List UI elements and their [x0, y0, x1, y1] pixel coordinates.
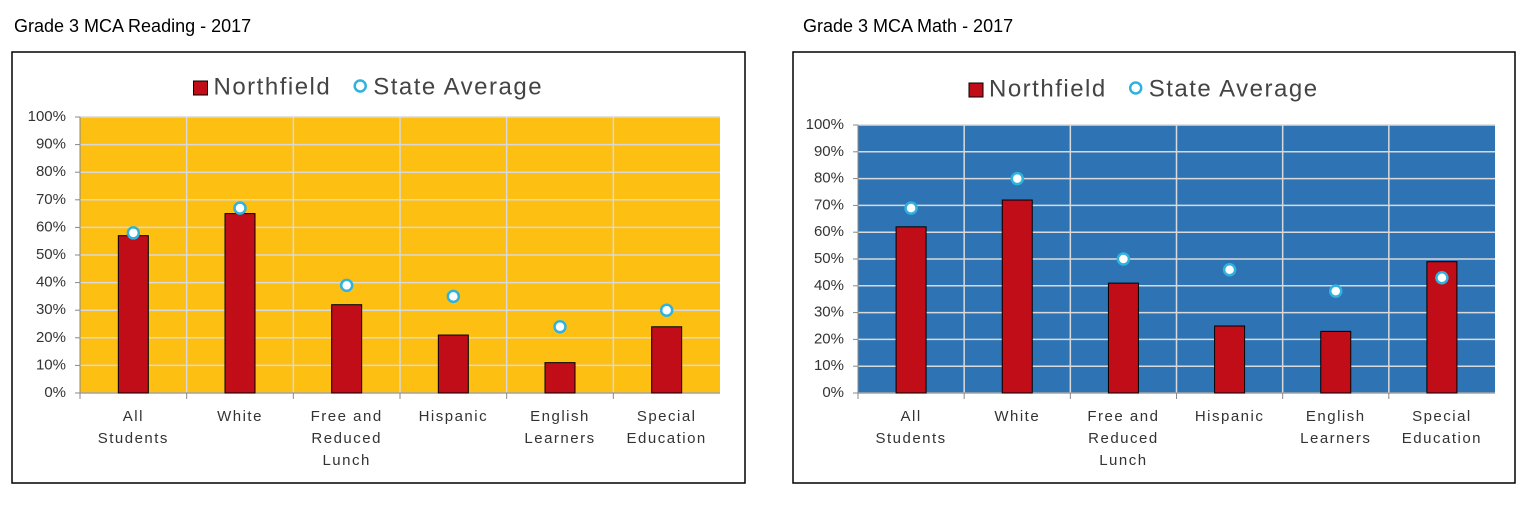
- marker: [339, 278, 354, 293]
- x-tick-label: Hispanic: [419, 408, 489, 425]
- marker: [659, 303, 674, 317]
- y-tick-label: 80%: [814, 170, 844, 187]
- marker: [553, 320, 567, 334]
- y-tick-label: 100%: [28, 108, 66, 125]
- legend-label: Northfield: [214, 73, 332, 100]
- legend-swatch: [353, 79, 367, 93]
- x-tick-label: White: [994, 408, 1040, 425]
- y-tick-label: 80%: [36, 163, 66, 180]
- marker: [233, 201, 247, 215]
- y-tick-label: 10%: [36, 356, 66, 373]
- legend-swatch: [193, 80, 208, 96]
- legend-label: State Average: [1149, 75, 1319, 102]
- marker: [446, 289, 461, 304]
- y-tick-label: 100%: [806, 116, 844, 133]
- y-tick-label: 90%: [36, 136, 66, 153]
- y-tick-label: 40%: [36, 274, 66, 291]
- chart-title: Grade 3 MCA Math - 2017: [803, 16, 1013, 36]
- marker: [904, 201, 918, 215]
- legend-label: Northfield: [989, 75, 1107, 102]
- y-tick-label: 30%: [814, 304, 844, 321]
- x-tick-label: English Learners: [1300, 408, 1371, 447]
- bar: [331, 304, 363, 394]
- y-tick-label: 90%: [814, 143, 844, 160]
- y-tick-label: 50%: [814, 250, 844, 267]
- marker: [1010, 171, 1024, 186]
- y-tick-label: 50%: [36, 246, 66, 263]
- y-tick-label: 60%: [814, 223, 844, 240]
- legend-label: State Average: [373, 73, 543, 100]
- y-tick-label: 60%: [36, 218, 66, 235]
- y-tick-label: 70%: [36, 191, 66, 208]
- x-tick-label: English Learners: [524, 408, 595, 447]
- x-tick-label: Free and Reduced Lunch: [1087, 408, 1159, 469]
- x-tick-label: All Students: [875, 408, 946, 447]
- bar: [1214, 325, 1246, 394]
- bar: [1001, 199, 1033, 394]
- marker: [1222, 262, 1237, 277]
- bar: [544, 362, 576, 394]
- bar: [1320, 330, 1352, 394]
- y-tick-label: 40%: [814, 277, 844, 294]
- y-tick-label: 20%: [814, 330, 844, 347]
- marker: [1116, 252, 1131, 266]
- bar: [651, 326, 683, 394]
- bar: [117, 235, 149, 394]
- y-tick-label: 10%: [814, 357, 844, 374]
- marker: [1329, 284, 1343, 298]
- bar: [224, 213, 256, 394]
- legend-swatch: [968, 82, 984, 98]
- y-tick-label: 30%: [36, 301, 66, 318]
- x-tick-label: All Students: [98, 408, 169, 447]
- bar: [1107, 282, 1139, 394]
- x-tick-label: Special Education: [1402, 408, 1482, 447]
- chart-title: Grade 3 MCA Reading - 2017: [14, 16, 251, 36]
- y-tick-label: 20%: [36, 329, 66, 346]
- y-tick-label: 0%: [44, 384, 66, 401]
- legend-swatch: [1128, 81, 1143, 95]
- x-tick-label: Special Education: [627, 408, 707, 447]
- marker: [126, 226, 141, 240]
- bar: [437, 334, 469, 394]
- x-tick-label: Free and Reduced Lunch: [311, 408, 383, 469]
- marker: [1435, 271, 1449, 285]
- x-tick-label: Hispanic: [1195, 408, 1265, 425]
- y-tick-label: 70%: [814, 196, 844, 213]
- y-tick-label: 0%: [822, 384, 844, 401]
- x-tick-label: White: [217, 408, 263, 425]
- bar: [895, 226, 927, 394]
